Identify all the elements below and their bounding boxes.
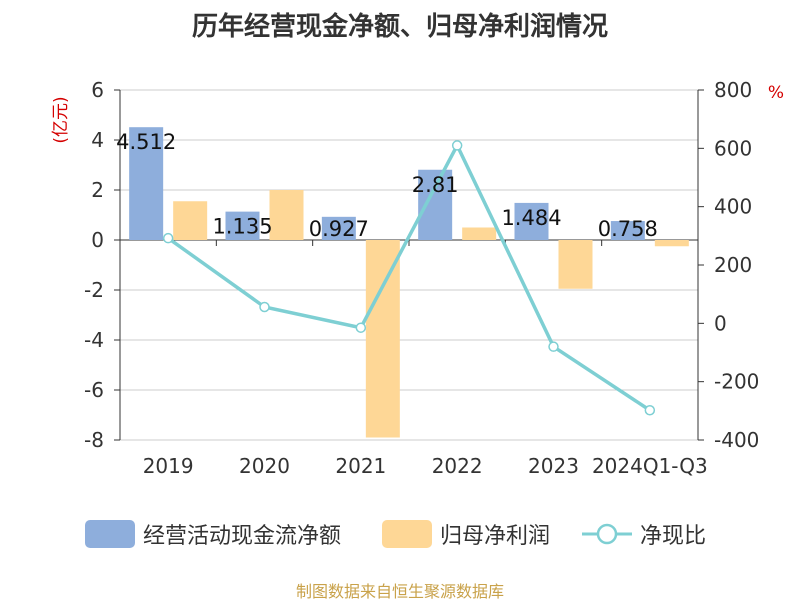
bar-operating-cash <box>225 211 260 240</box>
y-left-tick-label: -4 <box>84 328 104 352</box>
legend-label-ratio: 净现比 <box>640 524 707 549</box>
y-left-tick-label: 2 <box>91 178 104 202</box>
y-left-tick-label: -2 <box>84 278 104 302</box>
legend-item-operating-cash[interactable]: 经营活动现金流净额 <box>85 518 341 550</box>
x-tick-label: 2021 <box>335 454 386 478</box>
data-label-operating-cash: 0.758 <box>598 217 658 241</box>
point-ratio <box>259 301 270 313</box>
bar-net-profit <box>173 201 208 240</box>
x-tick-label: 2024Q1-Q3 <box>592 454 708 478</box>
legend-swatch-ratio <box>582 520 632 548</box>
legend-label-net-profit: 归母净利润 <box>440 524 551 549</box>
chart-legend: 经营活动现金流净额 归母净利润 净现比 <box>0 518 800 554</box>
legend-line-ratio-icon <box>582 523 632 545</box>
chart-title: 历年经营现金净额、归母净利润情况 <box>191 12 608 42</box>
y-right-tick-label: 0 <box>714 311 727 335</box>
y-right-tick-label: 600 <box>714 136 752 160</box>
y-left-tick-label: 6 <box>91 78 104 102</box>
legend-label-operating-cash: 经营活动现金流净额 <box>143 524 342 549</box>
point-ratio <box>451 140 463 151</box>
point-ratio <box>644 405 656 416</box>
y-right-tick-label: 200 <box>714 253 752 277</box>
legend-item-net-profit[interactable]: 归母净利润 <box>382 518 550 550</box>
y-left-tick-label: -6 <box>84 378 104 402</box>
bar-net-profit <box>654 240 689 247</box>
source-note: 制图数据来自恒生聚源数据库 <box>295 582 504 601</box>
chart-plot: 6 4 2 0 -2 -4 -6 -8 800 600 400 200 0 -200 -400 (亿元)% 20… <box>51 78 784 478</box>
point-ratio <box>548 341 559 352</box>
y-right-tick-label: -400 <box>714 428 759 452</box>
line-ratio <box>167 141 651 412</box>
x-tick-label: 2023 <box>528 454 579 478</box>
legend-item-ratio[interactable]: 净现比 <box>582 518 706 550</box>
bar-operating-cash <box>321 216 356 240</box>
y-right-tick-label: -200 <box>714 370 759 394</box>
x-tick-label: 2022 <box>432 454 483 478</box>
bar-net-profit <box>269 190 304 240</box>
point-ratio <box>355 322 367 333</box>
data-label-operating-cash: 1.135 <box>212 215 272 239</box>
data-label-operating-cash: 1.484 <box>501 206 561 230</box>
data-label-operating-cash: 2.81 <box>412 173 459 197</box>
point-ratio <box>162 232 174 244</box>
x-tick-label: 2020 <box>239 454 290 478</box>
data-label-operating-cash: 4.512 <box>116 130 176 154</box>
x-tick-label: 2019 <box>143 454 194 478</box>
y-left-tick-label: -8 <box>84 428 104 452</box>
y-left-tick-label: 4 <box>91 128 104 152</box>
data-label-operating-cash: 0.927 <box>309 217 369 241</box>
y-left-unit-label: (亿元) <box>51 96 71 143</box>
legend-swatch-operating-cash <box>85 520 135 548</box>
y-right-unit-label: % <box>768 83 784 103</box>
bar-operating-cash <box>129 127 164 240</box>
bar-net-profit <box>365 240 400 438</box>
y-left-tick-label: 0 <box>91 228 104 252</box>
y-right-tick-label: 800 <box>714 78 752 102</box>
legend-swatch-net-profit <box>382 520 432 548</box>
bar-operating-cash <box>514 202 549 240</box>
bar-net-profit <box>462 227 497 240</box>
bar-net-profit <box>558 240 593 289</box>
y-right-tick-label: 400 <box>714 195 752 219</box>
bar-operating-cash <box>610 221 645 240</box>
